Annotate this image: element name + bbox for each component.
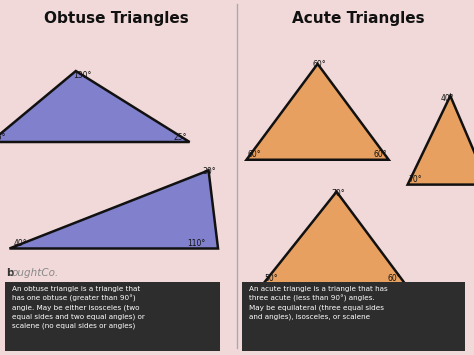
Text: 130°: 130° [73,71,92,80]
Text: 60°: 60° [247,150,261,159]
Text: 60°: 60° [313,60,327,69]
FancyBboxPatch shape [5,282,220,351]
Text: An acute triangle is a triangle that has
three acute (less than 90°) angles.
May: An acute triangle is a triangle that has… [249,286,388,320]
Polygon shape [9,170,218,248]
Text: An obtuse triangle is a triangle that
has one obtuse (greater than 90°)
angle. M: An obtuse triangle is a triangle that ha… [12,286,145,328]
Text: Obtuse Triangles: Obtuse Triangles [44,11,189,26]
Text: 40°: 40° [441,94,455,103]
Polygon shape [408,96,474,185]
Text: 50°: 50° [264,274,278,283]
Text: 110°: 110° [187,239,206,248]
Polygon shape [246,64,389,160]
Text: 40°: 40° [13,239,27,248]
Text: b: b [6,268,13,278]
Text: 70°: 70° [409,175,422,184]
Text: 60°: 60° [374,150,387,159]
Text: Acute Triangles: Acute Triangles [292,11,424,26]
Text: 25°: 25° [0,133,6,142]
Text: 25°: 25° [173,133,186,142]
Text: 70°: 70° [332,189,346,198]
Text: 30°: 30° [203,167,217,176]
Text: 60°: 60° [388,274,401,283]
Text: oughtCo.: oughtCo. [12,268,59,278]
Polygon shape [263,192,405,284]
Polygon shape [0,71,190,142]
FancyBboxPatch shape [242,282,465,351]
